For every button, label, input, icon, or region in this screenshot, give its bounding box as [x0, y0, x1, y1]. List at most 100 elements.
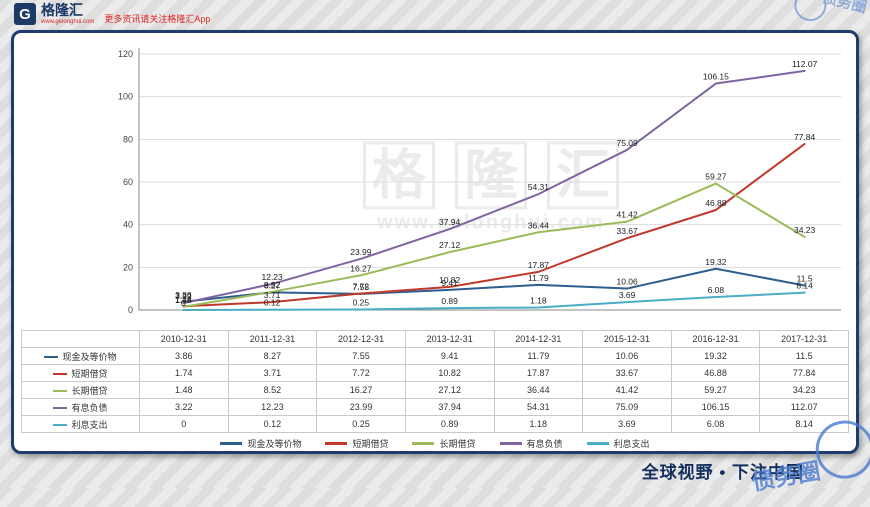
- legend-label: 有息负债: [526, 438, 563, 449]
- table-value-cell: 8.14: [759, 415, 849, 433]
- table-row: 有息负债 3.22 12.23 23.99 37.94 54.31 75.09 106.15 1…: [21, 398, 849, 416]
- series-line-有息负债: [182, 69, 806, 305]
- table-value-cell: 6.08: [670, 415, 761, 433]
- data-label: 77.84: [794, 132, 816, 142]
- data-label: 3.71: [264, 290, 281, 300]
- legend-label: 利息支出: [613, 438, 650, 449]
- table-row: 长期借贷 1.48 8.52 16.27 27.12 36.44 41.42 59.27 34.…: [21, 381, 849, 399]
- legend-label: 短期借贷: [352, 438, 389, 449]
- data-label: 16.27: [350, 263, 372, 273]
- x-axis-label: 2016-12-31: [670, 330, 761, 348]
- legend-item: 短期借贷: [325, 437, 388, 450]
- table-value-cell: 1.74: [139, 364, 229, 382]
- legend-swatch-icon: [499, 441, 522, 445]
- table-value-cell: 8.52: [227, 381, 318, 399]
- legend-swatch-icon: [412, 441, 435, 445]
- chart-card: 格隆汇 www.gelonghui.com 0 20 40 60 80 100 120 3.8…: [11, 30, 859, 454]
- x-axis-label: 2014-12-31: [493, 330, 584, 348]
- series-line-现金及等价物: [182, 267, 806, 303]
- y-tick-label: 0: [128, 305, 133, 315]
- table-value-cell: 7.72: [316, 364, 406, 382]
- x-axis-label: 2010-12-31: [139, 330, 229, 348]
- gelonghui-logo: G 格隆汇 www.gelonghui.com: [14, 3, 94, 25]
- page-header: G 格隆汇 www.gelonghui.com 更多资讯请关注格隆汇App: [14, 3, 210, 25]
- table-value-cell: 46.88: [670, 364, 761, 382]
- x-axis-label: 2015-12-31: [582, 330, 672, 348]
- promo-text: 更多资讯请关注格隆汇App: [104, 14, 211, 24]
- data-label: 106.15: [703, 72, 729, 82]
- series-line-swatch-icon: [44, 356, 59, 359]
- series-line-swatch-icon: [53, 424, 68, 427]
- data-label: 34.23: [794, 225, 816, 235]
- footer-slogan: 全球视野 • 下注中国: [641, 463, 804, 482]
- table-value-cell: 77.84: [759, 364, 849, 382]
- table-corner-cell: [21, 330, 140, 348]
- data-label: 27.12: [439, 240, 461, 250]
- table-value-cell: 17.87: [493, 364, 584, 382]
- series-line-swatch-icon: [53, 407, 68, 410]
- table-value-cell: 3.86: [139, 347, 229, 365]
- series-name-cell: 短期借贷: [21, 364, 140, 382]
- data-label: 10.06: [616, 277, 638, 287]
- series-line-swatch-icon: [53, 373, 68, 376]
- data-label: 10.82: [439, 275, 461, 285]
- data-label: 59.27: [705, 172, 727, 182]
- logo-subtext: www.gelonghui.com: [41, 19, 95, 25]
- series-line-长期借贷: [182, 182, 806, 308]
- legend-swatch-icon: [220, 441, 243, 445]
- table-value-cell: 59.27: [670, 381, 761, 399]
- data-label: 11.5: [797, 273, 813, 283]
- series-line-swatch-icon: [53, 390, 68, 393]
- y-tick-label: 40: [123, 220, 133, 230]
- series-name-cell: 长期借贷: [21, 381, 140, 399]
- data-label: 8.52: [264, 280, 281, 290]
- data-label: 3.22: [175, 291, 192, 301]
- series-name-cell: 现金及等价物: [21, 347, 140, 365]
- table-value-cell: 0: [139, 415, 229, 433]
- data-label: 1.74: [175, 294, 192, 304]
- table-value-cell: 19.32: [670, 347, 761, 365]
- data-label: 0.25: [353, 297, 370, 307]
- data-label: 54.31: [528, 182, 550, 192]
- logo-g-icon: G: [14, 3, 36, 25]
- series-name-cell: 利息支出: [21, 415, 140, 433]
- data-label: 0.89: [441, 296, 458, 306]
- legend-swatch-icon: [325, 441, 348, 445]
- y-tick-label: 20: [123, 262, 133, 272]
- table-value-cell: 10.06: [582, 347, 672, 365]
- table-value-cell: 112.07: [759, 398, 849, 416]
- table-value-cell: 23.99: [316, 398, 406, 416]
- table-value-cell: 27.12: [404, 381, 495, 399]
- table-value-cell: 9.41: [404, 347, 495, 365]
- data-table: 2010-12-31 2011-12-31 2012-12-31 2013-12-31…: [21, 330, 849, 433]
- data-label: 33.67: [616, 226, 638, 236]
- logo-name: 格隆汇: [41, 2, 83, 18]
- table-value-cell: 54.31: [493, 398, 584, 416]
- y-tick-label: 120: [118, 49, 133, 59]
- table-value-cell: 7.55: [316, 347, 406, 365]
- data-label: 19.32: [705, 257, 727, 267]
- y-tick-label: 60: [123, 177, 133, 187]
- table-header-row: 2010-12-31 2011-12-31 2012-12-31 2013-12-31…: [21, 330, 849, 348]
- table-value-cell: 1.48: [139, 381, 229, 399]
- table-value-cell: 0.89: [404, 415, 495, 433]
- table-value-cell: 41.42: [582, 381, 672, 399]
- table-value-cell: 106.15: [670, 398, 761, 416]
- table-value-cell: 11.5: [759, 347, 849, 365]
- table-value-cell: 1.18: [493, 415, 584, 433]
- table-value-cell: 0.25: [316, 415, 406, 433]
- data-label: 17.87: [528, 260, 550, 270]
- x-axis-label: 2011-12-31: [227, 330, 318, 348]
- legend-item: 现金及等价物: [220, 437, 301, 450]
- series-line-利息支出: [182, 291, 806, 311]
- legend-item: 长期借贷: [412, 437, 476, 450]
- table-value-cell: 16.27: [316, 381, 406, 399]
- table-value-cell: 33.67: [582, 364, 672, 382]
- legend-label: 现金及等价物: [247, 438, 302, 449]
- line-chart: 0 20 40 60 80 100 120 3.86 8.27 7.55 9.41 11.79 10.0…: [118, 48, 841, 315]
- table-value-cell: 3.22: [139, 398, 229, 416]
- table-value-cell: 37.94: [404, 398, 495, 416]
- data-label: 1.18: [530, 295, 547, 305]
- table-value-cell: 10.82: [404, 364, 495, 382]
- data-label: 8.27: [264, 280, 281, 290]
